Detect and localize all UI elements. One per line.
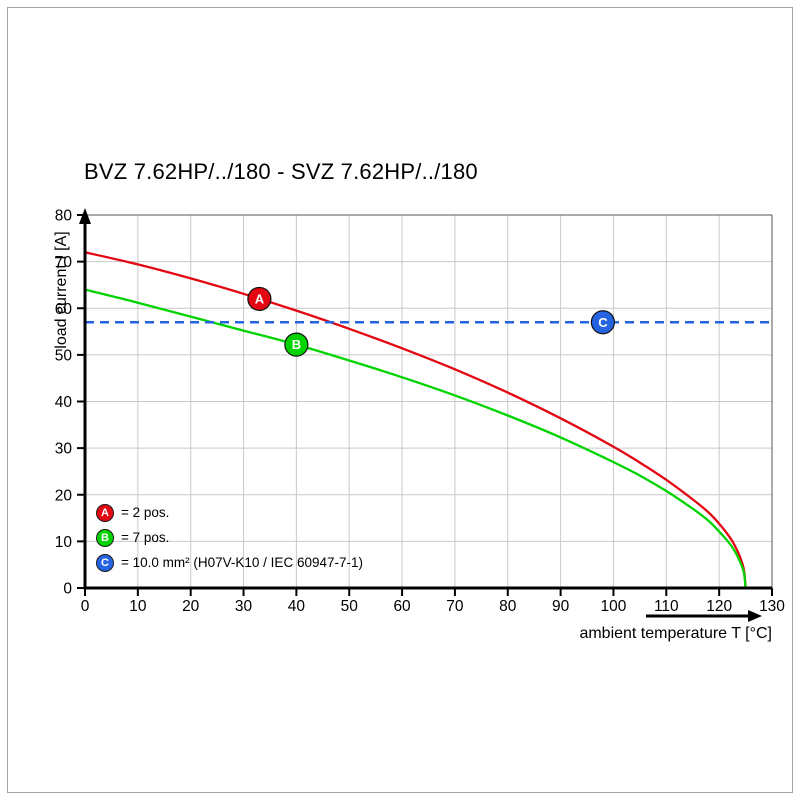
marker-a-badge bbox=[247, 286, 272, 312]
marker-b-letter: B bbox=[292, 337, 301, 352]
y-tick-label: 0 bbox=[63, 581, 72, 598]
x-tick-label: 20 bbox=[182, 598, 200, 615]
x-tick-label: 30 bbox=[235, 598, 253, 615]
y-tick-label: 50 bbox=[55, 347, 73, 364]
legend-item-a: A = 2 pos. bbox=[96, 503, 363, 522]
chart-title: BVZ 7.62HP/../180 - SVZ 7.62HP/../180 bbox=[84, 159, 478, 184]
legend-label-c: = 10.0 mm² (H07V-K10 / IEC 60947-7-1) bbox=[121, 555, 363, 570]
y-tick-label: 60 bbox=[55, 301, 73, 318]
x-tick-label: 10 bbox=[129, 598, 147, 615]
y-tick-label: 80 bbox=[55, 208, 73, 225]
legend-label-b: = 7 pos. bbox=[121, 530, 170, 545]
legend-marker-letter-a: A bbox=[101, 506, 109, 519]
x-tick-label: 100 bbox=[601, 598, 627, 615]
x-tick-label: 60 bbox=[393, 598, 411, 615]
x-tick-label: 120 bbox=[706, 598, 732, 615]
series-b-marker-icon: B bbox=[96, 528, 114, 547]
legend-marker-letter-c: C bbox=[101, 556, 109, 569]
x-axis-label: ambient temperature T [°C] bbox=[579, 625, 772, 642]
x-tick-label: 70 bbox=[446, 598, 464, 615]
y-tick-label: 10 bbox=[55, 534, 73, 551]
x-tick-label: 110 bbox=[654, 598, 679, 615]
y-tick-label: 70 bbox=[55, 254, 73, 271]
series-a-marker-icon: A bbox=[96, 503, 114, 522]
marker-b-badge bbox=[284, 332, 309, 357]
x-tick-label: 40 bbox=[288, 598, 306, 615]
y-tick-label: 30 bbox=[55, 441, 73, 458]
y-tick-label: 20 bbox=[55, 487, 73, 504]
curve-markers: A B C bbox=[247, 286, 615, 357]
x-tick-label: 80 bbox=[499, 598, 517, 615]
series-b-curve bbox=[83, 288, 747, 590]
marker-c-badge bbox=[590, 310, 615, 335]
legend-label-a: = 2 pos. bbox=[121, 505, 170, 520]
x-tick-label: 0 bbox=[81, 598, 90, 615]
x-axis-arrow-icon bbox=[748, 610, 762, 622]
gridlines bbox=[85, 214, 773, 588]
x-tick-label: 130 bbox=[759, 598, 785, 615]
legend: A = 2 pos. B = 7 pos. C = 10.0 mm² (H07V… bbox=[96, 503, 363, 578]
marker-c-letter: C bbox=[598, 315, 608, 330]
x-tick-label: 50 bbox=[341, 598, 359, 615]
series-c-marker-icon: C bbox=[96, 553, 114, 572]
y-tick-label: 40 bbox=[55, 394, 73, 411]
tick-labels: 0 10 20 30 40 50 60 70 80 90 100 110 120 130 0 10 20 30 40… bbox=[55, 208, 786, 616]
axes bbox=[77, 208, 773, 622]
x-tick-label: 90 bbox=[552, 598, 570, 615]
marker-a-letter: A bbox=[255, 292, 265, 307]
legend-item-b: B = 7 pos. bbox=[96, 528, 363, 547]
legend-item-c: C = 10.0 mm² (H07V-K10 / IEC 60947-7-1) bbox=[96, 553, 363, 572]
legend-marker-letter-b: B bbox=[101, 531, 109, 544]
